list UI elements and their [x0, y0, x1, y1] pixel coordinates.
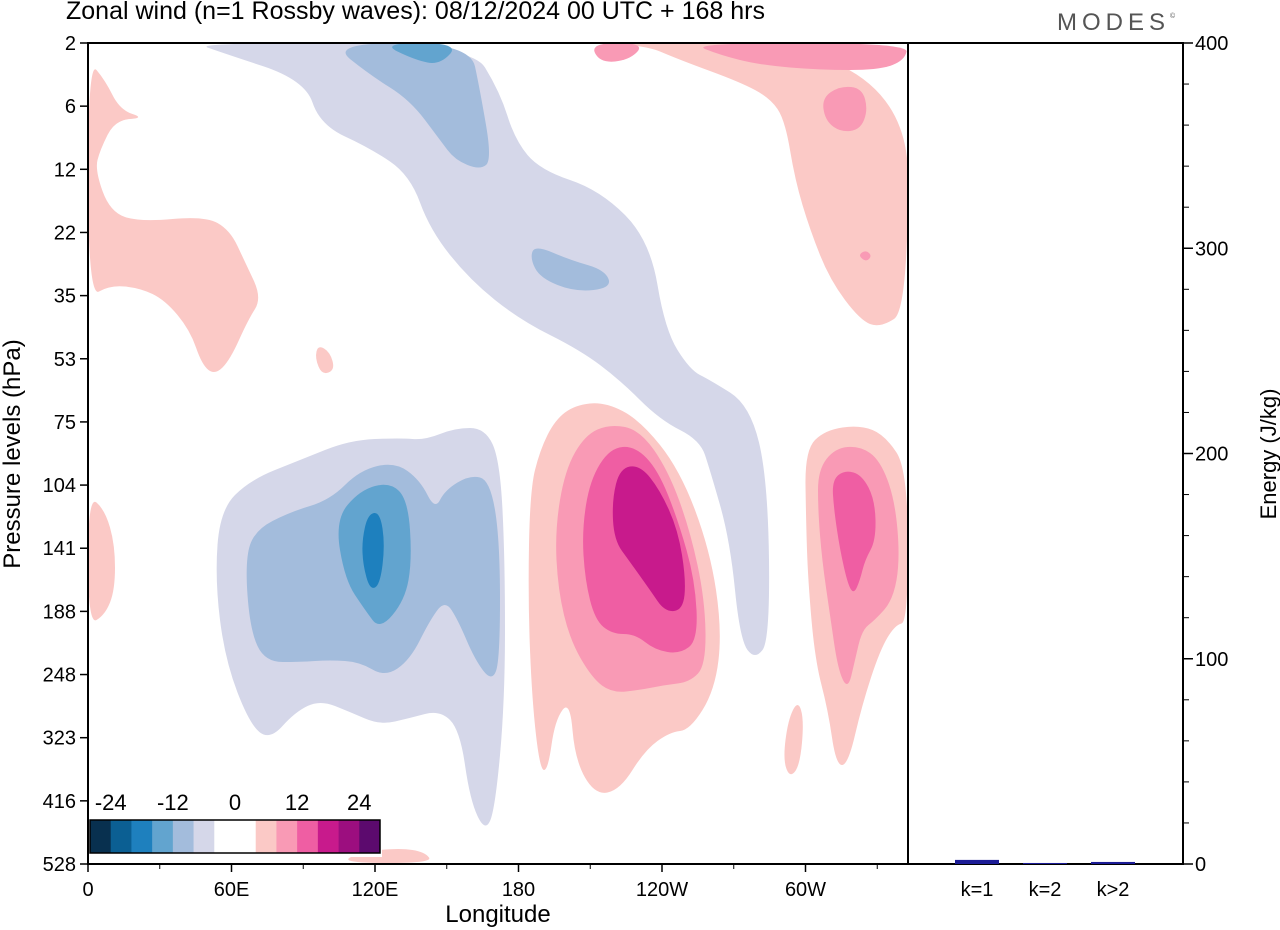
contour-region-14	[823, 86, 867, 132]
energy-tick-label: 300	[1195, 238, 1228, 260]
contour-region-10	[88, 501, 115, 621]
colorbar-label: 24	[347, 790, 371, 815]
energy-tick-label: 400	[1195, 33, 1228, 55]
heatmap-axes: 0 60E 120E 180 120W 60W 2 6 12 22 35 53 75 104 141 188 2…	[43, 33, 878, 901]
colorbar-swatch	[276, 820, 298, 853]
colorbar-label: 12	[285, 790, 309, 815]
colorbar-label: -24	[95, 790, 127, 815]
y-tick-label: 528	[43, 854, 76, 876]
energy-bar-k=2	[1023, 862, 1067, 864]
logo-text: MODES	[1057, 9, 1171, 36]
x-tick-label: 60W	[785, 879, 826, 901]
y-tick-label: 323	[43, 728, 76, 750]
contour-region-8	[88, 69, 259, 373]
energy-category-label: k>2	[1097, 879, 1130, 901]
colorbar-swatch	[297, 820, 319, 853]
colorbar-swatch	[338, 820, 360, 853]
contour-region-22	[832, 471, 876, 592]
x-tick-label: 180	[502, 879, 535, 901]
y-tick-label: 35	[54, 286, 76, 308]
x-tick-label: 60E	[214, 879, 250, 901]
y-tick-label: 188	[43, 601, 76, 623]
x-tick-label: 0	[82, 879, 93, 901]
energy-frame	[907, 42, 1184, 865]
y-tick-label: 141	[43, 538, 76, 560]
colorbar-swatch	[90, 820, 112, 853]
y-tick-label: 104	[43, 475, 76, 497]
y-tick-label: 416	[43, 791, 76, 813]
contour-region-9	[316, 347, 334, 374]
y-axis-label: Pressure levels (hPa)	[0, 339, 26, 568]
contour-region-23	[784, 705, 803, 775]
chart-title: Zonal wind (n=1 Rossby waves): 08/12/202…	[66, 0, 765, 25]
energy-category-label: k=2	[1029, 879, 1062, 901]
energy-tick-label: 100	[1195, 649, 1228, 671]
contour-region-7	[362, 512, 384, 588]
y-tick-label: 12	[54, 159, 76, 181]
colorbar: -24 -12 0 12 24	[88, 785, 382, 857]
y-tick-label: 2	[65, 33, 76, 55]
contour-region-15	[860, 251, 871, 261]
energy-tick-label: 200	[1195, 444, 1228, 466]
energy-axes: k=1 k=2 k>2 0 100 200 300 400	[961, 33, 1229, 901]
colorbar-swatch	[152, 820, 174, 853]
y-tick-label: 75	[54, 412, 76, 434]
colorbar-swatch	[131, 820, 153, 853]
energy-category-label: k=1	[961, 879, 994, 901]
colorbar-swatch	[110, 820, 132, 853]
contour-region-2	[392, 43, 452, 63]
colorbar-frame	[89, 819, 381, 854]
y-tick-label: 6	[65, 96, 76, 118]
energy-bars	[955, 859, 1135, 864]
contour-fill-layer	[88, 43, 908, 863]
x-axis-label: Longitude	[445, 901, 550, 928]
y-tick-label: 248	[43, 665, 76, 687]
colorbar-label: 0	[229, 790, 241, 815]
energy-bar-k>2	[1091, 861, 1135, 864]
colorbar-swatch	[317, 820, 339, 853]
energy-axis-label: Energy (J/kg)	[1256, 389, 1280, 520]
x-tick-label: 120W	[636, 879, 688, 901]
contour-region-11	[565, 43, 908, 326]
energy-bar-k=1	[955, 859, 999, 864]
contour-region-13	[703, 43, 907, 70]
colorbar-swatch	[235, 820, 257, 853]
contour-region-19	[612, 466, 685, 612]
colorbar-swatch	[193, 820, 215, 853]
y-tick-label: 22	[54, 222, 76, 244]
contour-region-12	[594, 43, 640, 62]
modes-logo: MODES©	[1057, 9, 1176, 36]
colorbar-swatch	[255, 820, 277, 853]
energy-tick-label: 0	[1195, 854, 1206, 876]
colorbar-swatch	[172, 820, 194, 853]
colorbar-swatch	[359, 820, 381, 853]
colorbar-swatch	[214, 820, 236, 853]
contour-region-0	[206, 43, 770, 655]
y-tick-label: 53	[54, 349, 76, 371]
contour-region-3	[531, 248, 610, 291]
x-tick-label: 120E	[352, 879, 399, 901]
contour-region-1	[345, 43, 489, 168]
colorbar-label: -12	[157, 790, 189, 815]
